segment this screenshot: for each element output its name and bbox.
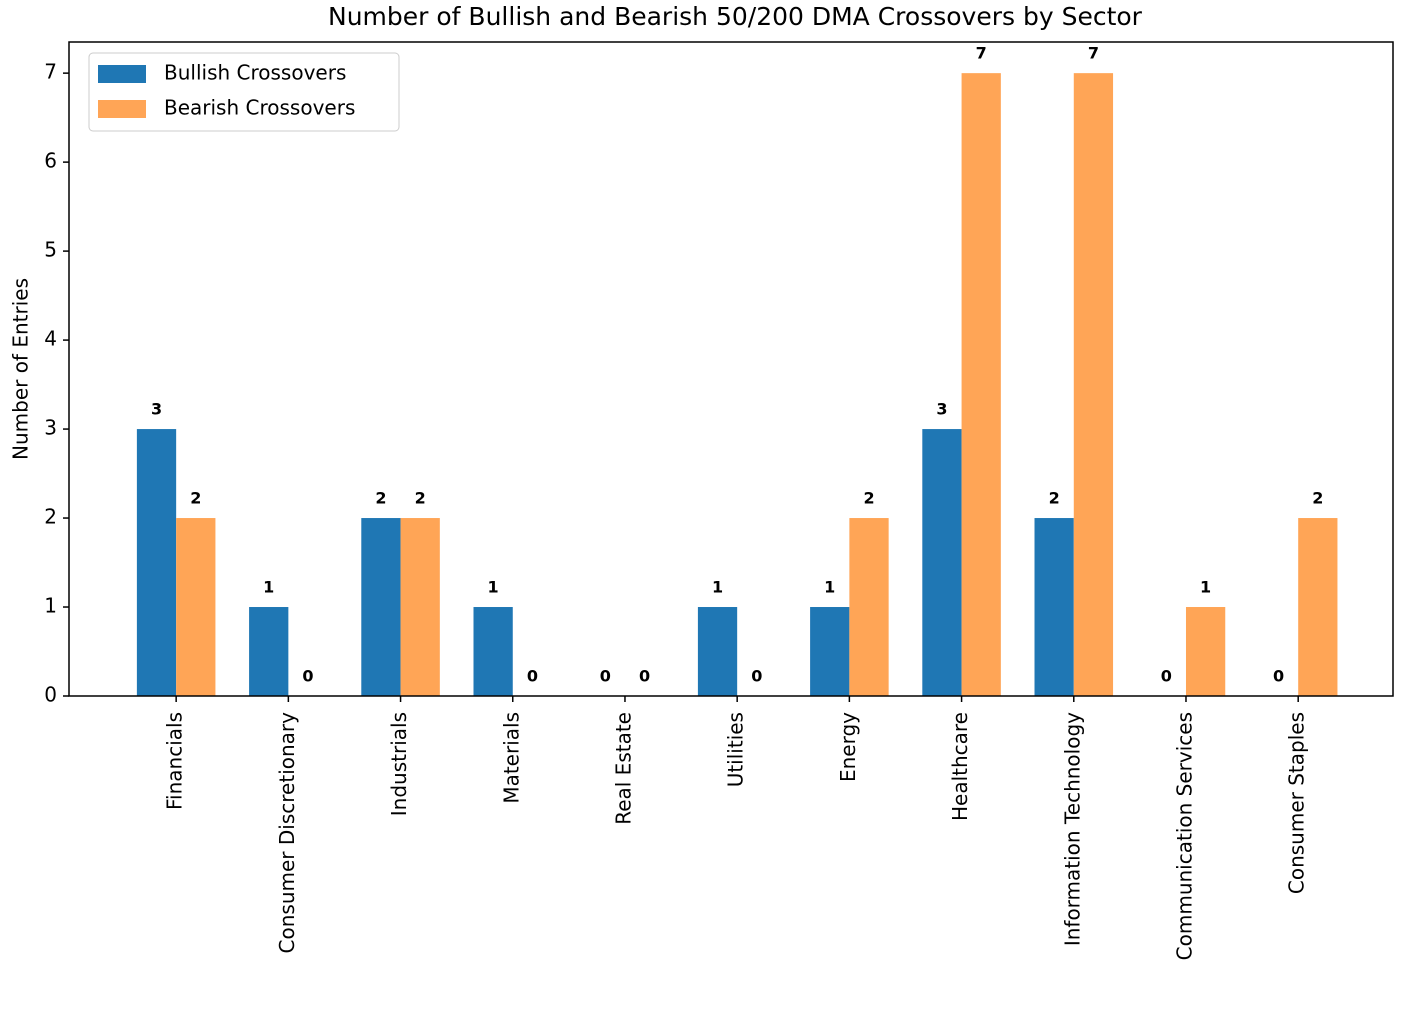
y-tick-label: 6 <box>44 149 57 173</box>
value-label: 0 <box>600 667 611 686</box>
value-label: 0 <box>1161 667 1172 686</box>
y-tick-label: 1 <box>44 594 57 618</box>
bar <box>400 518 440 696</box>
value-label: 2 <box>190 489 201 508</box>
value-label: 3 <box>151 400 162 419</box>
x-tick-label: Materials <box>499 712 523 804</box>
legend-label: Bearish Crossovers <box>164 96 355 120</box>
value-label: 1 <box>263 578 274 597</box>
value-label: 0 <box>302 667 313 686</box>
bar <box>810 607 850 696</box>
y-tick-label: 4 <box>44 327 57 351</box>
value-label: 1 <box>712 578 723 597</box>
value-label: 7 <box>1088 44 1099 63</box>
bar <box>361 518 401 696</box>
value-label: 1 <box>824 578 835 597</box>
bar <box>176 518 216 696</box>
y-tick-label: 7 <box>44 60 57 84</box>
value-label: 1 <box>488 578 499 597</box>
y-axis-label: Number of Entries <box>9 278 33 460</box>
bar <box>849 518 889 696</box>
plot-frame <box>68 41 1394 697</box>
bar <box>249 607 289 696</box>
value-label: 2 <box>375 489 386 508</box>
bar <box>1034 518 1074 696</box>
chart-title: Number of Bullish and Bearish 50/200 DMA… <box>328 2 1143 31</box>
y-tick-label: 2 <box>44 505 57 529</box>
legend-label: Bullish Crossovers <box>164 61 346 85</box>
value-label: 3 <box>936 400 947 419</box>
value-label: 0 <box>639 667 650 686</box>
x-tick-label: Information Technology <box>1060 712 1084 946</box>
value-label: 2 <box>1312 489 1323 508</box>
value-label: 2 <box>415 489 426 508</box>
x-tick-label: Consumer Staples <box>1285 712 1309 894</box>
value-label: 1 <box>1200 578 1211 597</box>
x-tick-label: Industrials <box>387 712 411 816</box>
bar <box>1298 518 1338 696</box>
bar <box>136 429 177 696</box>
x-tick-label: Real Estate <box>611 712 635 825</box>
value-label: 2 <box>1049 489 1060 508</box>
bar <box>961 73 1001 696</box>
legend-swatch <box>98 65 146 83</box>
value-label: 0 <box>1273 667 1284 686</box>
bar <box>697 607 738 696</box>
y-tick-label: 5 <box>44 238 57 262</box>
bar <box>922 429 962 696</box>
value-label: 0 <box>751 667 762 686</box>
bar <box>473 607 513 696</box>
x-tick-label: Consumer Discretionary <box>275 712 299 954</box>
y-tick-label: 0 <box>44 683 57 707</box>
legend-swatch <box>98 100 146 118</box>
bar <box>1185 607 1226 696</box>
value-label: 7 <box>976 44 987 63</box>
x-tick-label: Communication Services <box>1172 712 1196 960</box>
y-tick-label: 3 <box>44 416 57 440</box>
x-tick-label: Healthcare <box>948 712 972 821</box>
x-tick-label: Financials <box>163 712 187 810</box>
legend-box <box>88 52 400 132</box>
x-tick-label: Utilities <box>724 712 748 787</box>
x-tick-label: Energy <box>836 712 860 782</box>
value-label: 2 <box>863 489 874 508</box>
value-label: 0 <box>527 667 538 686</box>
bar <box>1073 73 1114 696</box>
